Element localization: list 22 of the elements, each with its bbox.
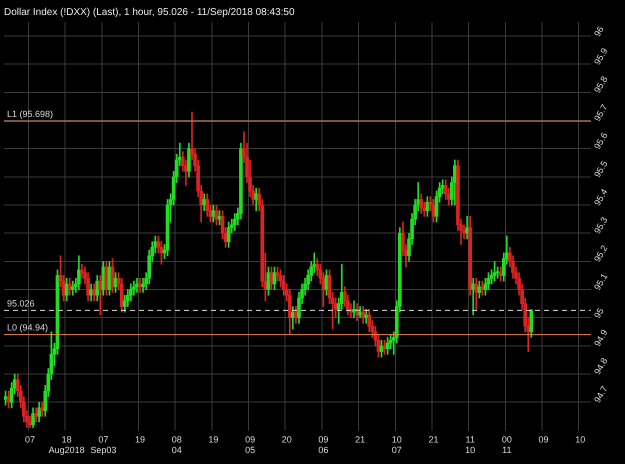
- y-tick-label: 96: [592, 24, 606, 38]
- y-tick-label: 95: [592, 306, 606, 320]
- x-tick-label: 07 Sep03: [90, 434, 116, 456]
- ref-line-label: 95.026: [7, 298, 35, 308]
- x-tick-label: 09: [538, 434, 549, 444]
- ref-line-label: L1 (95.698): [7, 109, 54, 120]
- x-tick-label: 18 Aug2018: [48, 434, 85, 456]
- x-tick-label: 20: [282, 434, 292, 444]
- x-tick-label: 19: [208, 434, 218, 444]
- x-tick-label: 19: [135, 434, 146, 444]
- x-tick-label: 00 11: [502, 434, 512, 456]
- x-tick-label: 08 04: [172, 434, 182, 456]
- x-tick-label: 21: [428, 434, 438, 444]
- x-tick-label: 11 10: [465, 434, 476, 456]
- x-tick-label: 21: [355, 434, 366, 444]
- x-tick-label: 07: [24, 434, 35, 444]
- ref-line-label: L0 (94.94): [7, 322, 48, 333]
- x-tick-label: 10 07: [392, 434, 402, 456]
- x-tick-label: 09 06: [318, 434, 328, 456]
- x-tick-label: 10: [575, 434, 586, 444]
- x-tick-label: 09 05: [245, 434, 256, 456]
- chart-title: Dollar Index (!DXX) (Last), 1 hour, 95.026 - 11/Sep/2018 08:43:50: [4, 6, 295, 18]
